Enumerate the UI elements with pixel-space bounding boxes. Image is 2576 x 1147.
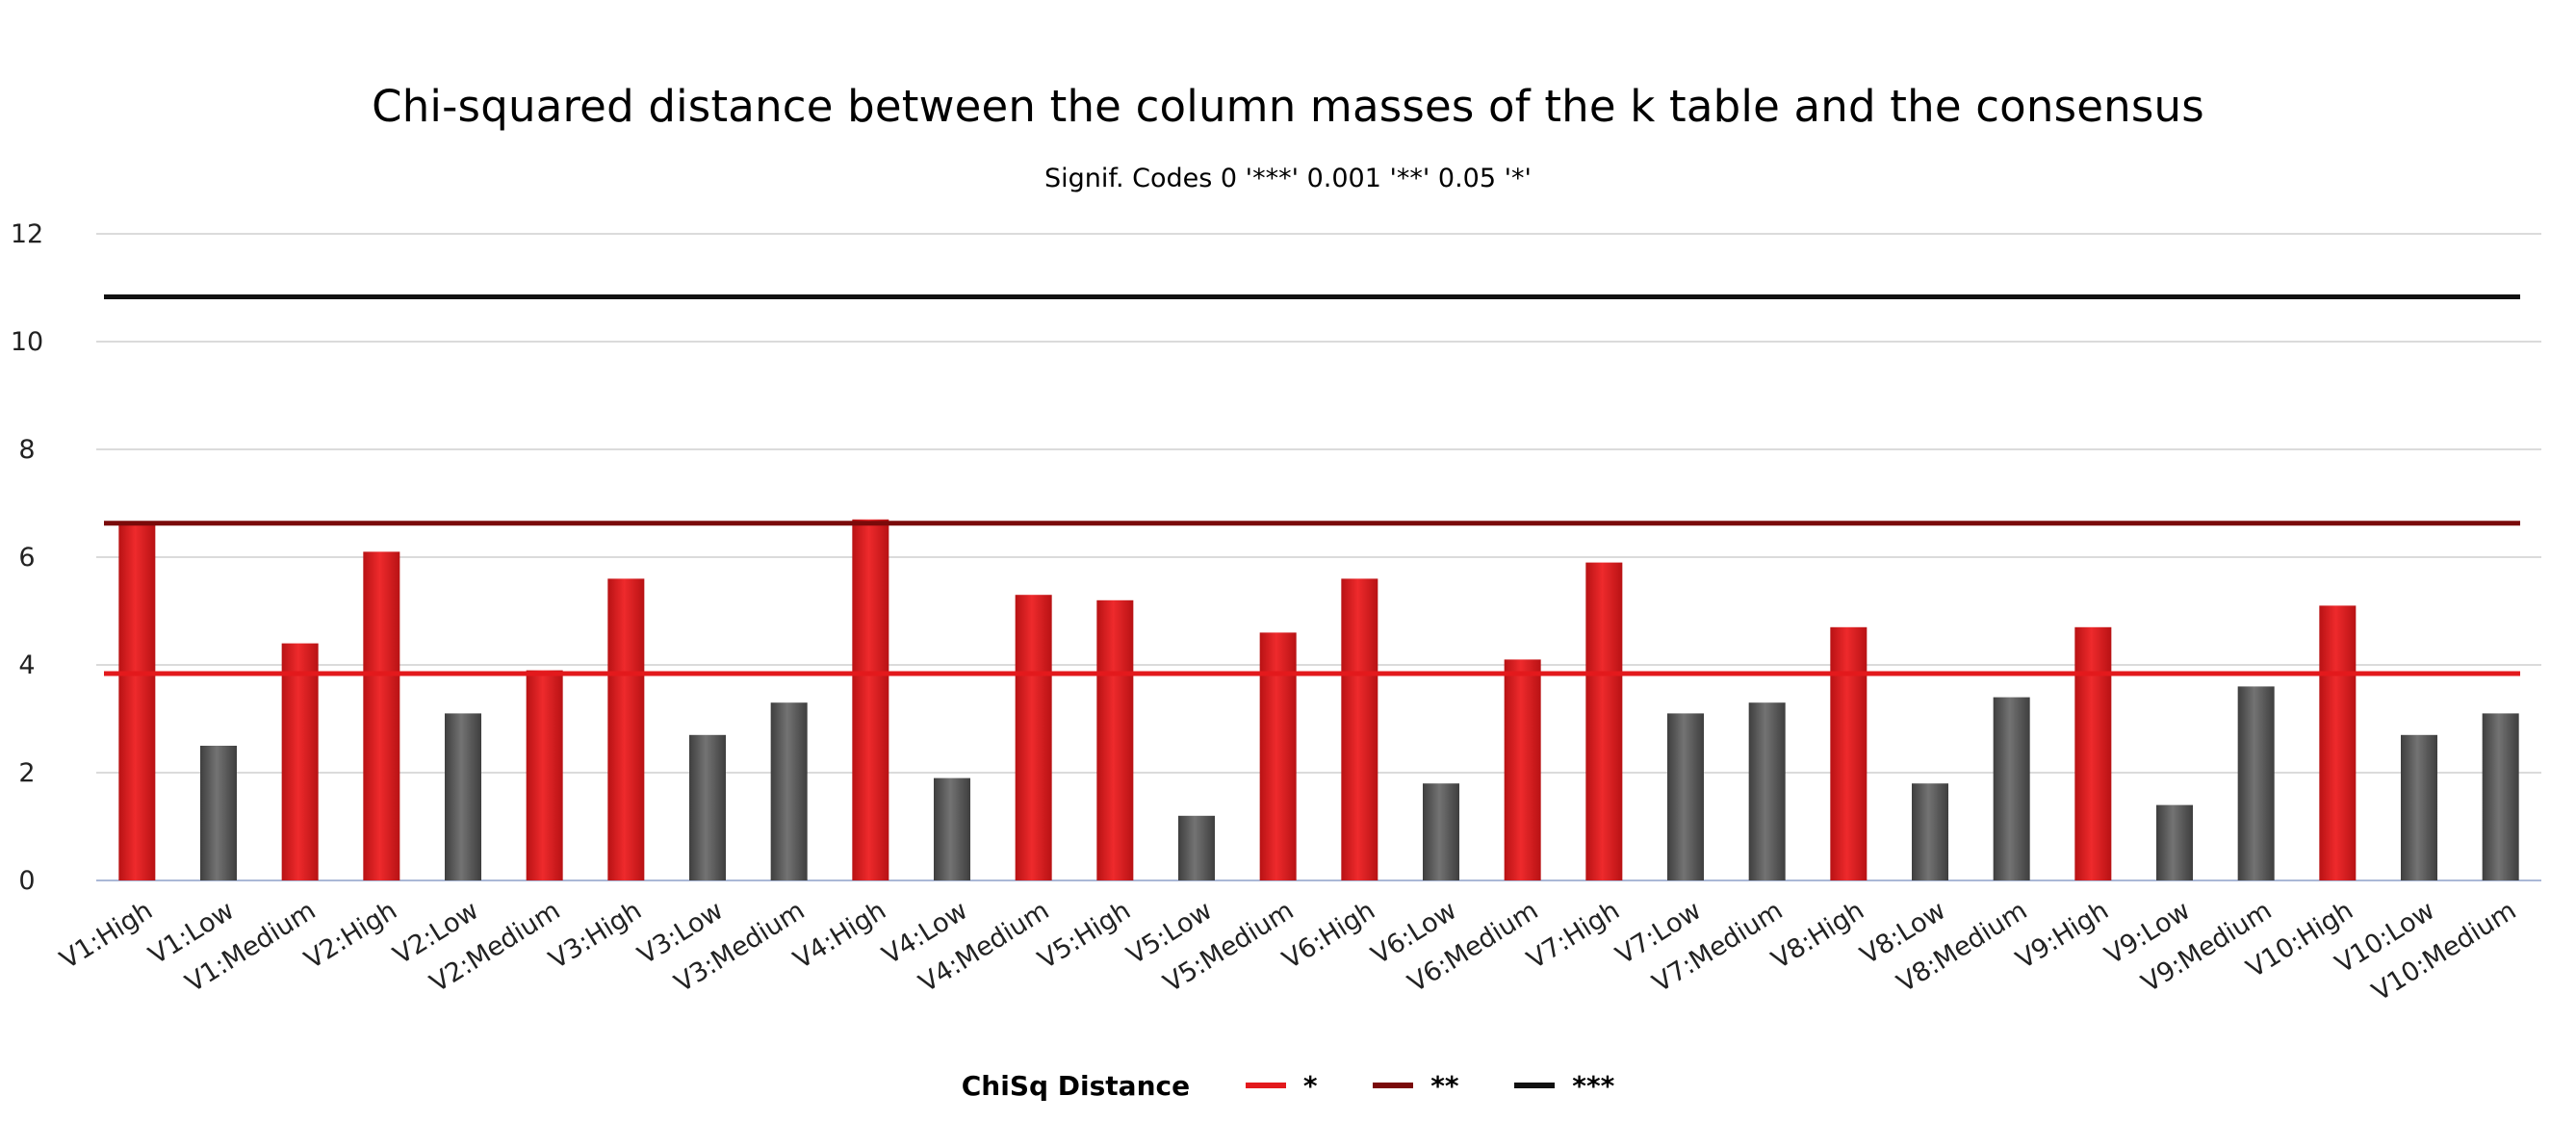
bar-v2-low[interactable] xyxy=(445,713,481,880)
legend-label-threshold-2: ** xyxy=(1430,1069,1459,1102)
x-tick-label: V9:High xyxy=(2011,896,2114,976)
bar-v2-medium[interactable] xyxy=(526,670,563,880)
bar-v3-high[interactable] xyxy=(607,578,645,880)
y-tick-label: 12 xyxy=(11,219,43,249)
bar-v1-medium[interactable] xyxy=(281,643,319,880)
bar-v7-low[interactable] xyxy=(1667,713,1704,880)
bar-v9-high[interactable] xyxy=(2074,626,2112,880)
legend-item-series[interactable]: ChiSq Distance xyxy=(962,1070,1190,1102)
bar-v5-low[interactable] xyxy=(1178,815,1215,880)
bar-v8-high[interactable] xyxy=(1830,626,1868,880)
threshold-lines xyxy=(104,294,2520,676)
x-tick-label: V6:High xyxy=(1277,896,1380,976)
bar-v1-low[interactable] xyxy=(200,746,237,880)
y-tick-label: 8 xyxy=(18,435,35,465)
bar-v3-low[interactable] xyxy=(689,734,726,880)
bar-v6-high[interactable] xyxy=(1341,578,1378,880)
bar-v6-low[interactable] xyxy=(1423,783,1459,880)
bar-v7-high[interactable] xyxy=(1585,562,1623,880)
x-tick-label: V7:High xyxy=(1522,896,1625,976)
chart-title: Chi-squared distance between the column … xyxy=(372,81,2204,132)
bar-v9-low[interactable] xyxy=(2156,804,2193,880)
x-tick-label: V2:High xyxy=(299,896,402,976)
bar-v10-medium[interactable] xyxy=(2482,713,2519,880)
x-tick-label: V3:High xyxy=(544,896,647,976)
bar-v10-low[interactable] xyxy=(2401,734,2437,880)
bar-v4-low[interactable] xyxy=(934,777,970,880)
legend-item-threshold-3[interactable]: *** xyxy=(1514,1070,1614,1102)
legend-swatch-threshold-3 xyxy=(1514,1083,1556,1088)
bar-v2-high[interactable] xyxy=(363,551,400,880)
y-tick-label: 0 xyxy=(18,866,35,896)
legend-swatch-threshold-2 xyxy=(1373,1083,1414,1088)
x-tick-label: V1:High xyxy=(55,896,158,976)
bar-v8-low[interactable] xyxy=(1912,783,1948,880)
y-tick-label: 2 xyxy=(18,758,35,788)
bar-v3-medium[interactable] xyxy=(770,702,808,880)
y-tick-label: 6 xyxy=(18,543,35,573)
y-tick-label: 10 xyxy=(11,327,43,357)
bar-v8-medium[interactable] xyxy=(1993,697,2030,880)
bar-v1-high[interactable] xyxy=(118,524,156,880)
bar-series xyxy=(118,519,2519,880)
y-axis: 0 2 4 6 8 10 12 xyxy=(11,219,43,896)
legend-label-threshold-1: * xyxy=(1302,1069,1318,1102)
grid-lines xyxy=(96,233,2541,881)
x-tick-label: V8:High xyxy=(1766,896,1869,976)
x-tick-label: V4:High xyxy=(788,896,891,976)
bar-v6-medium[interactable] xyxy=(1504,659,1541,880)
legend-label-series: ChiSq Distance xyxy=(961,1069,1191,1102)
legend-item-threshold-2[interactable]: ** xyxy=(1373,1069,1459,1102)
bar-v5-medium[interactable] xyxy=(1259,632,1297,880)
chart-subtitle: Signif. Codes 0 '***' 0.001 '**' 0.05 '*… xyxy=(1044,164,1532,193)
x-axis: V1:HighV1:LowV1:MediumV2:HighV2:LowV2:Me… xyxy=(55,896,2521,1007)
legend-item-threshold-1[interactable]: * xyxy=(1245,1069,1318,1102)
legend-label-threshold-3: *** xyxy=(1572,1069,1615,1102)
bar-v5-high[interactable] xyxy=(1096,599,1134,880)
legend-swatch-threshold-1 xyxy=(1245,1083,1286,1088)
bar-v4-medium[interactable] xyxy=(1015,595,1052,880)
bar-v7-medium[interactable] xyxy=(1748,702,1786,880)
y-tick-label: 4 xyxy=(18,650,35,680)
bar-v10-high[interactable] xyxy=(2319,605,2357,880)
bar-v9-medium[interactable] xyxy=(2237,686,2275,880)
bar-v4-high[interactable] xyxy=(852,519,889,880)
x-tick-label: V5:High xyxy=(1033,896,1136,976)
legend: ChiSq Distance * ** *** xyxy=(0,1068,2576,1102)
